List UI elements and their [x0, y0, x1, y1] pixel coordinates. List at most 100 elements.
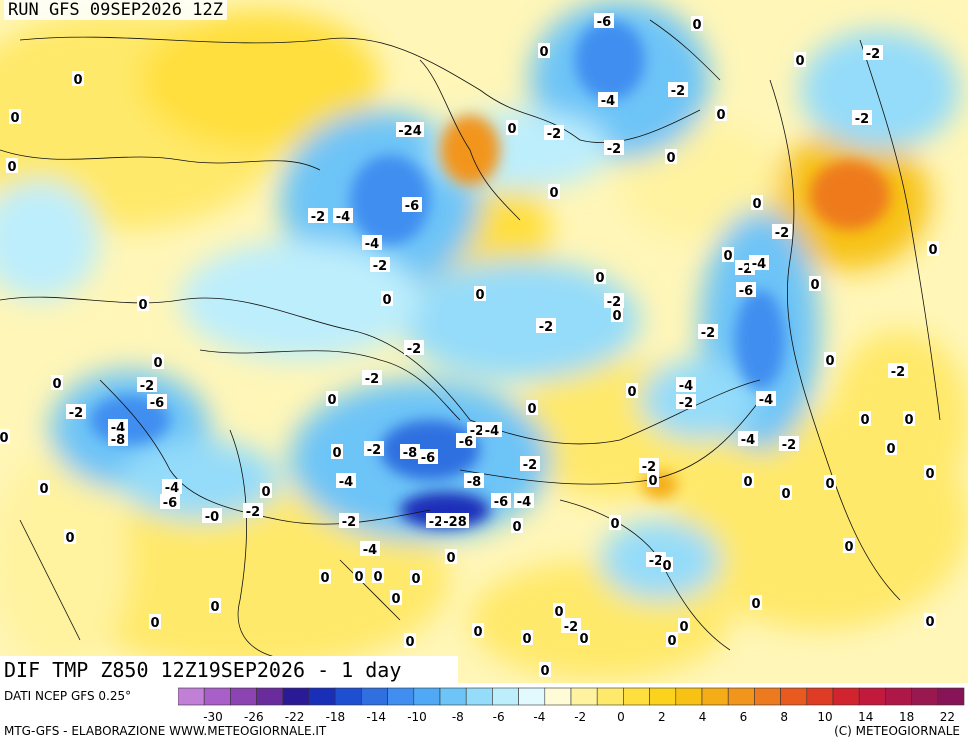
contour-label-bg [66, 404, 86, 419]
contour-label-bg [464, 473, 484, 488]
contour-label: -4 [759, 393, 773, 408]
contour-label: -6 [739, 284, 753, 299]
contour-label: -2 [642, 460, 656, 475]
legend-swatch [413, 687, 441, 706]
contour-label-bg [404, 340, 424, 355]
contour-label: 0 [39, 482, 48, 497]
legend-tick-label: 10 [817, 710, 832, 724]
contour-label: -8 [111, 433, 125, 448]
contour-label: 0 [522, 632, 531, 647]
contour-label-bg [578, 630, 590, 645]
legend-tick-label: 18 [899, 710, 914, 724]
contour-label: 0 [150, 616, 159, 631]
contour-label-bg [756, 391, 776, 406]
contour-label: 0 [382, 293, 391, 308]
contour-label: 0 [667, 634, 676, 649]
contour-label-bg [336, 473, 356, 488]
contour-label-bg [924, 465, 936, 480]
contour-label-bg [390, 590, 402, 605]
contour-label: 0 [928, 243, 937, 258]
contour-label-bg [794, 52, 806, 67]
contour-label-bg [526, 400, 538, 415]
contour-label-bg [108, 431, 128, 446]
contour-label: 0 [795, 54, 804, 69]
contour-label-bg [824, 352, 836, 367]
legend-tick-labels: -30-26-22-18-14-10-8-6-4-202468101418223… [203, 710, 955, 724]
contour-label-bg [852, 110, 872, 125]
contour-label-bg [353, 568, 365, 583]
contour-label: 0 [405, 635, 414, 650]
contour-label: 0 [716, 108, 725, 123]
temperature-anomaly-map: -6 0 0 0 -2 0 0 -2 -4 0 -2 -24 0 -2 0 -2 0 0 -6 -2 -4 0 -2 -4 0 0… [0, 0, 968, 683]
contour-label-bg [888, 363, 908, 378]
contour-label-bg [678, 618, 690, 633]
contour-label: 0 [65, 531, 74, 546]
legend-swatch [518, 687, 546, 706]
contour-label: 0 [860, 413, 869, 428]
contour-label-bg [626, 383, 638, 398]
legend-tick-label: -10 [407, 710, 427, 724]
contour-label-bg [445, 549, 457, 564]
contour-label: -8 [403, 446, 417, 461]
contour-label: -2 [342, 515, 356, 530]
contour-label-bg [859, 411, 871, 426]
contour-label: -2 [367, 443, 381, 458]
contour-label: -6 [405, 199, 419, 214]
contour-label-bg [410, 570, 422, 585]
legend-swatch [361, 687, 388, 706]
contour-label-bg [137, 296, 149, 311]
contour-label-bg [544, 125, 564, 140]
contour-label-bg [482, 422, 502, 437]
legend-swatch [701, 687, 729, 706]
contour-label: -4 [679, 379, 693, 394]
contour-label-bg [611, 307, 623, 322]
contour-label-bg [441, 513, 469, 528]
contour-label-bg [149, 614, 161, 629]
legend-tick-label: -6 [493, 710, 505, 724]
contour-label-bg [456, 433, 476, 448]
legend-tick-label: -22 [285, 710, 305, 724]
contour-label-bg [809, 276, 821, 291]
contour-label-bg [511, 518, 523, 533]
contour-label: 0 [539, 45, 548, 60]
contour-label-bg [561, 618, 581, 633]
contour-label: 0 [507, 122, 516, 137]
contour-label-bg [598, 92, 618, 107]
contour-label: 0 [886, 442, 895, 457]
contour-label: -6 [421, 451, 435, 466]
legend-tick-label: -30 [203, 710, 223, 724]
contour-label: -24 [398, 124, 422, 139]
contour-label: -6 [597, 15, 611, 30]
legend-tick-label: 2 [658, 710, 666, 724]
contour-label-bg [72, 71, 84, 86]
legend-swatch [178, 687, 205, 706]
contour-label: -6 [494, 495, 508, 510]
contour-label-bg [108, 419, 128, 434]
contour-label: -2 [523, 458, 537, 473]
contour-label: 0 [549, 186, 558, 201]
contour-label-bg [536, 318, 556, 333]
contour-label: -2 [373, 259, 387, 274]
contour-label: -4 [365, 237, 379, 252]
contour-label-bg [647, 472, 659, 487]
legend-swatch [256, 687, 284, 706]
contour-label: 0 [512, 520, 521, 535]
contour-label: 0 [354, 570, 363, 585]
contour-label-bg [404, 633, 416, 648]
contour-label-bg [548, 184, 560, 199]
contour-label: -6 [150, 396, 164, 411]
contour-label-bg [666, 632, 678, 647]
contour-label-bg [9, 109, 21, 124]
contour-label-bg [742, 473, 754, 488]
contour-label-bg [396, 122, 424, 137]
contour-label: -2 [738, 262, 752, 277]
contour-label-bg [243, 503, 263, 518]
contour-label: -4 [601, 94, 615, 109]
contour-label-bg [824, 475, 836, 490]
contour-label: -2 [855, 112, 869, 127]
contour-label: -28 [443, 515, 467, 530]
contour-label: 0 [666, 151, 675, 166]
contour-label: -2 [679, 396, 693, 411]
legend-tick-label: 6 [740, 710, 748, 724]
contour-label-bg [749, 255, 769, 270]
